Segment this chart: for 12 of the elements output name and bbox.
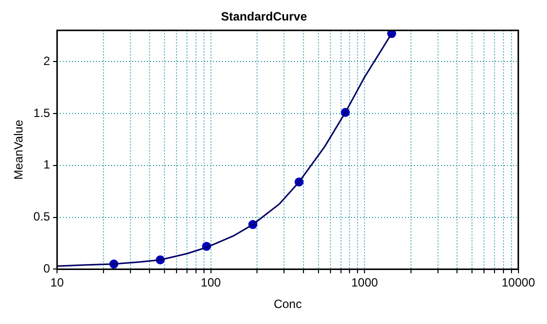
x-tick-label: 1000 bbox=[351, 276, 378, 290]
x-axis-title: Conc bbox=[274, 297, 302, 312]
x-tick-label: 10000 bbox=[502, 276, 536, 290]
x-tick-label: 100 bbox=[200, 276, 222, 290]
x-tick-label: 10 bbox=[50, 276, 64, 290]
chart-title: StandardCurve bbox=[220, 10, 308, 24]
y-tick-label: 0.5 bbox=[33, 210, 50, 224]
y-tick-label: 0 bbox=[43, 262, 50, 276]
y-tick-label: 2 bbox=[43, 54, 50, 68]
y-axis-title: MeanValue bbox=[12, 120, 26, 180]
y-tick-label: 1 bbox=[43, 158, 50, 172]
y-tick-label: 1.5 bbox=[33, 106, 50, 120]
